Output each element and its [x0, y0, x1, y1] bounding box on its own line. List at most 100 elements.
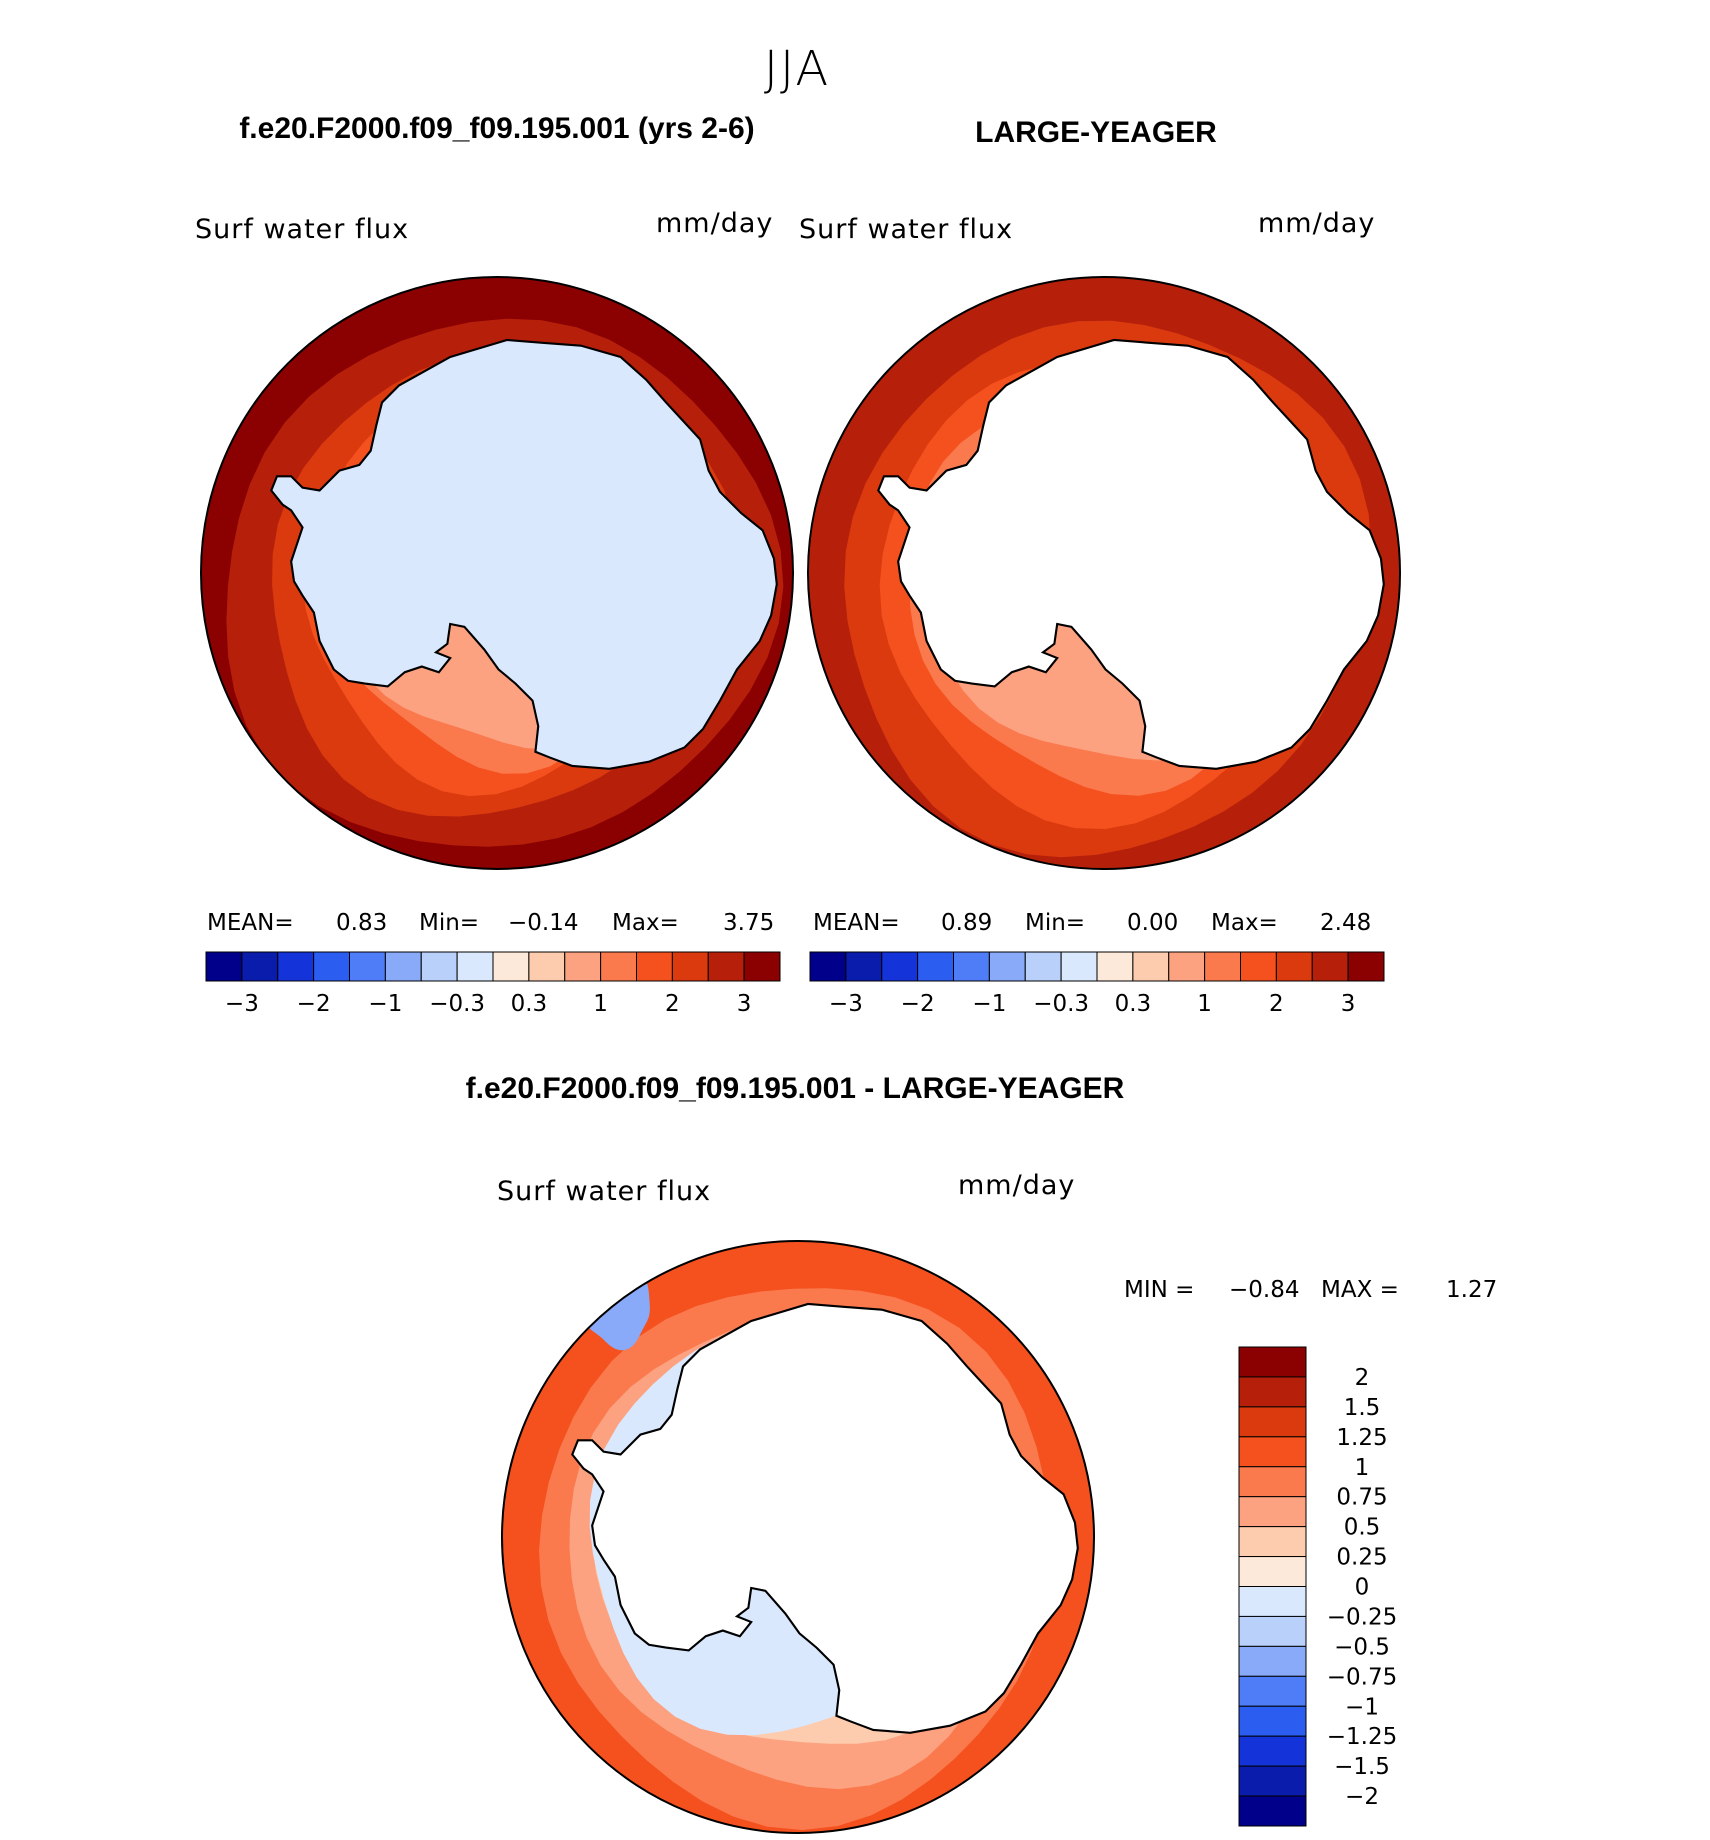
colorbar-tick-label: 1.5	[1344, 1395, 1381, 1421]
mean-value: 0.83	[336, 910, 387, 936]
colorbar-swatch	[1347, 951, 1385, 982]
colorbar-tick-label: 0.5	[1344, 1515, 1381, 1541]
colorbar-swatch	[1096, 951, 1134, 982]
colorbar-tick-label: 3	[737, 991, 752, 1017]
min-value: −0.84	[1229, 1277, 1299, 1303]
colorbar-tick-label: 3	[1341, 991, 1356, 1017]
colorbar-swatch	[1238, 1675, 1307, 1707]
colorbar-tick-label: −0.75	[1327, 1664, 1397, 1690]
colorbar-tick-label: 0.25	[1336, 1545, 1387, 1571]
colorbar-tick-label: −3	[225, 991, 259, 1017]
map-plot	[201, 277, 793, 869]
colorbar-swatch	[636, 951, 673, 982]
colorbar-swatch	[1240, 951, 1277, 982]
max-value: 1.27	[1446, 1277, 1497, 1303]
colorbar-tick-label: 0	[1355, 1575, 1370, 1601]
colorbar: 2 1.5 1.25 1 0.75 0.5 0.25 0 −0.25 −0.5 −0.75 −1 −1.…	[1238, 1346, 1397, 1827]
colorbar-swatch	[349, 951, 386, 982]
colorbar: −3 −2 −1 −0.3 0.3 1 2 3	[205, 951, 781, 1017]
colorbar-swatch	[1311, 951, 1349, 982]
colorbar-swatch	[528, 951, 566, 982]
colorbar-tick-label: 0.3	[511, 991, 548, 1017]
colorbar-swatch	[1238, 1436, 1307, 1468]
colorbar-swatch	[1204, 951, 1241, 982]
panel-title: LARGE-YEAGER	[975, 116, 1217, 149]
mean-value: 0.89	[941, 910, 992, 936]
colorbar-swatch	[988, 951, 1026, 982]
map-plot	[808, 277, 1400, 869]
colorbar-swatch	[205, 951, 243, 982]
colorbar-swatch	[917, 951, 954, 982]
colorbar-swatch	[1238, 1765, 1307, 1797]
colorbar-swatch	[384, 951, 422, 982]
colorbar-swatch	[420, 951, 458, 982]
colorbar-swatch	[600, 951, 637, 982]
colorbar-swatch	[1238, 1795, 1307, 1827]
colorbar-tick-label: −2	[901, 991, 935, 1017]
colorbar-swatch	[1238, 1615, 1307, 1647]
colorbar-swatch	[456, 951, 494, 982]
colorbar-swatch	[671, 951, 709, 982]
colorbar-tick-label: −1	[972, 991, 1006, 1017]
min-value: 0.00	[1127, 910, 1178, 936]
max-label: MAX =	[1321, 1277, 1399, 1303]
panel-observations: LARGE-YEAGER Surf water flux mm/day MEAN…	[799, 116, 1401, 1017]
colorbar-swatch	[1238, 1376, 1307, 1408]
map-border	[501, 1240, 1095, 1834]
colorbar-tick-label: −1	[1345, 1694, 1379, 1720]
panel-difference: f.e20.F2000.f09_f09.195.001 - LARGE-YEAG…	[466, 1072, 1497, 1834]
colorbar-tick-label: 1	[593, 991, 608, 1017]
min-label: Min=	[1025, 910, 1085, 936]
colorbar: −3 −2 −1 −0.3 0.3 1 2 3	[809, 951, 1385, 1017]
min-label: Min=	[419, 910, 479, 936]
colorbar-swatch	[743, 951, 781, 982]
colorbar-swatch	[277, 951, 315, 982]
min-value: −0.14	[508, 910, 578, 936]
max-label: Max=	[1211, 910, 1278, 936]
units-label: mm/day	[958, 1170, 1075, 1201]
map-plot	[502, 1241, 1094, 1833]
colorbar-tick-label: 2	[665, 991, 680, 1017]
colorbar-tick-label: 2	[1269, 991, 1284, 1017]
mean-label: MEAN=	[813, 910, 900, 936]
colorbar-tick-label: −1	[368, 991, 402, 1017]
colorbar-swatch	[1238, 1466, 1307, 1498]
map-border	[807, 276, 1401, 870]
colorbar-tick-label: −2	[1345, 1784, 1379, 1810]
units-label: mm/day	[656, 208, 773, 239]
colorbar-tick-label: −1.5	[1334, 1754, 1390, 1780]
colorbar-tick-label: 1	[1197, 991, 1212, 1017]
variable-label: Surf water flux	[195, 214, 409, 245]
colorbar-swatch	[707, 951, 745, 982]
min-label: MIN =	[1124, 1277, 1194, 1303]
panel-model: f.e20.F2000.f09_f09.195.001 (yrs 2-6) Su…	[195, 112, 794, 1017]
colorbar-tick-label: 0.75	[1336, 1485, 1387, 1511]
colorbar-swatch	[1238, 1735, 1307, 1767]
colorbar-tick-label: 1.25	[1336, 1425, 1387, 1451]
colorbar-swatch	[1238, 1705, 1307, 1737]
colorbar-swatch	[881, 951, 919, 982]
colorbar-swatch	[1238, 1346, 1307, 1378]
colorbar-swatch	[1168, 951, 1206, 982]
map-border	[200, 276, 794, 870]
colorbar-tick-label: 1	[1355, 1455, 1370, 1481]
variable-label: Surf water flux	[497, 1176, 711, 1207]
colorbar-tick-label: −0.3	[1033, 991, 1089, 1017]
colorbar-tick-label: −0.25	[1327, 1604, 1397, 1630]
colorbar-tick-label: −2	[297, 991, 331, 1017]
colorbar-swatch	[1024, 951, 1062, 982]
mean-label: MEAN=	[207, 910, 294, 936]
colorbar-tick-label: 2	[1355, 1365, 1370, 1391]
colorbar-swatch	[809, 951, 847, 982]
colorbar-swatch	[1060, 951, 1098, 982]
colorbar-swatch	[1238, 1406, 1307, 1438]
colorbar-tick-label: −3	[829, 991, 863, 1017]
colorbar-swatch	[1132, 951, 1170, 982]
max-value: 3.75	[723, 910, 774, 936]
max-value: 2.48	[1320, 910, 1371, 936]
season-title: JJA	[764, 41, 830, 97]
variable-label: Surf water flux	[799, 214, 1013, 245]
max-label: Max=	[612, 910, 679, 936]
colorbar-swatch	[1238, 1556, 1307, 1587]
panel-title: f.e20.F2000.f09_f09.195.001 - LARGE-YEAG…	[466, 1072, 1125, 1105]
